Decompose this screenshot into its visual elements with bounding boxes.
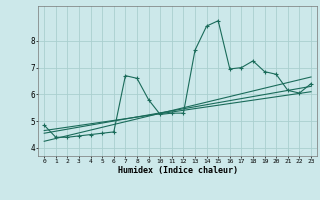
- X-axis label: Humidex (Indice chaleur): Humidex (Indice chaleur): [118, 166, 238, 175]
